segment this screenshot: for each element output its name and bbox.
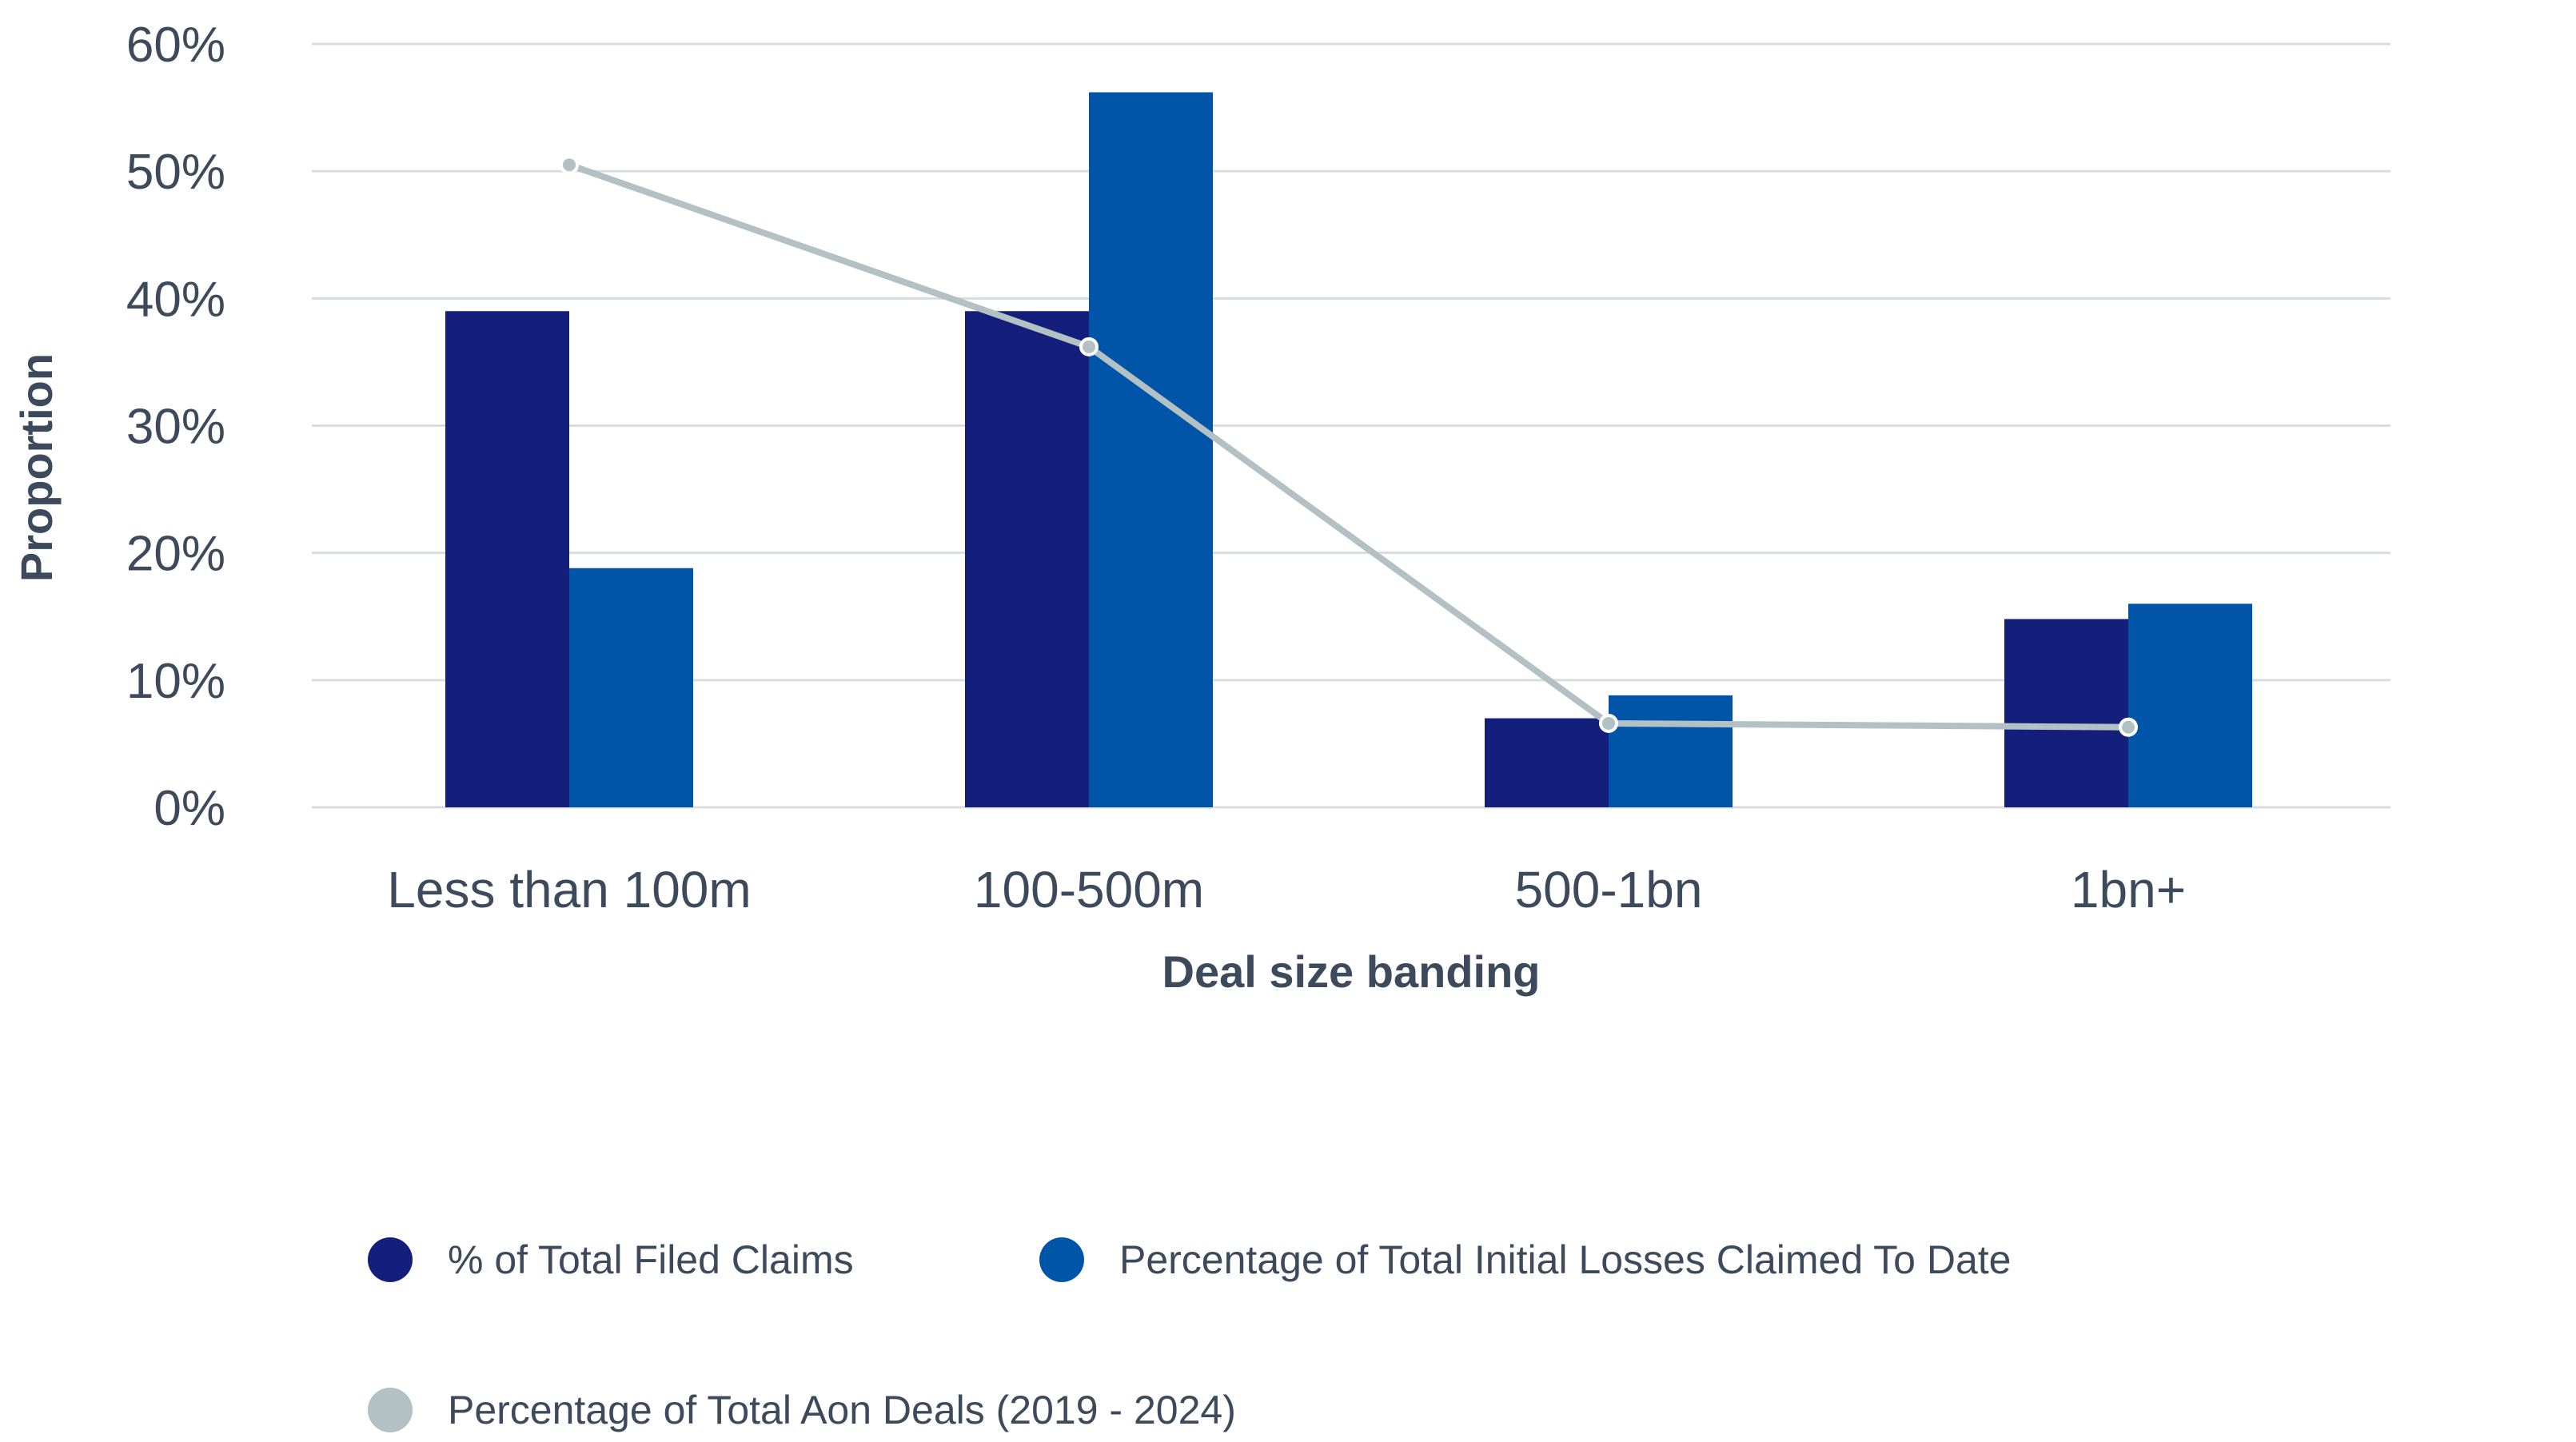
line-point-1	[1079, 337, 1099, 357]
y-tick-label-60: 60%	[126, 18, 225, 73]
bar-series1-cat0	[569, 568, 693, 807]
y-axis-title: Proportion	[11, 353, 62, 582]
legend-item-filed-claims[interactable]: % of Total Filed Claims	[368, 1237, 854, 1283]
bar-series0-cat0	[445, 311, 569, 807]
y-tick-label-10: 10%	[126, 654, 225, 709]
x-category-label-0: Less than 100m	[387, 861, 751, 918]
legend-swatch-initial-losses	[1039, 1237, 1084, 1282]
x-axis-title: Deal size banding	[1162, 946, 1541, 997]
bar-series1-cat2	[1609, 695, 1733, 807]
line-point-3	[2119, 717, 2138, 737]
y-tick-label-50: 50%	[126, 145, 225, 200]
y-tick-label-40: 40%	[126, 272, 225, 327]
x-axis-labels: Less than 100m 100-500m 500-1bn 1bn+	[387, 861, 2186, 918]
x-category-label-2: 500-1bn	[1515, 861, 1703, 918]
line-point-0	[560, 155, 579, 175]
legend-label-filed-claims: % of Total Filed Claims	[448, 1237, 854, 1282]
bar-series1-cat1	[1089, 92, 1213, 807]
y-axis-ticks: 0% 10% 20% 30% 40% 50% 60%	[126, 18, 225, 836]
y-tick-label-30: 30%	[126, 400, 225, 455]
x-category-label-3: 1bn+	[2071, 861, 2186, 918]
legend-item-aon-deals[interactable]: Percentage of Total Aon Deals (2019 - 20…	[368, 1387, 1236, 1433]
y-tick-label-20: 20%	[126, 527, 225, 582]
legend-swatch-aon-deals	[368, 1388, 413, 1432]
legend-label-initial-losses: Percentage of Total Initial Losses Claim…	[1119, 1237, 2012, 1282]
y-tick-label-0: 0%	[154, 781, 225, 836]
line-point-2	[1599, 713, 1618, 733]
legend-label-aon-deals: Percentage of Total Aon Deals (2019 - 20…	[448, 1388, 1236, 1432]
line-series	[560, 155, 2138, 737]
x-category-label-1: 100-500m	[974, 861, 1204, 918]
legend-item-initial-losses[interactable]: Percentage of Total Initial Losses Claim…	[1039, 1237, 2011, 1283]
bar-series0-cat2	[1485, 718, 1609, 807]
bars	[445, 92, 2252, 807]
bar-series0-cat3	[2004, 619, 2128, 807]
bar-series0-cat1	[965, 311, 1089, 807]
legend-swatch-filed-claims	[368, 1237, 413, 1282]
line-aon-deals	[566, 161, 2131, 731]
bar-series1-cat3	[2128, 603, 2252, 807]
